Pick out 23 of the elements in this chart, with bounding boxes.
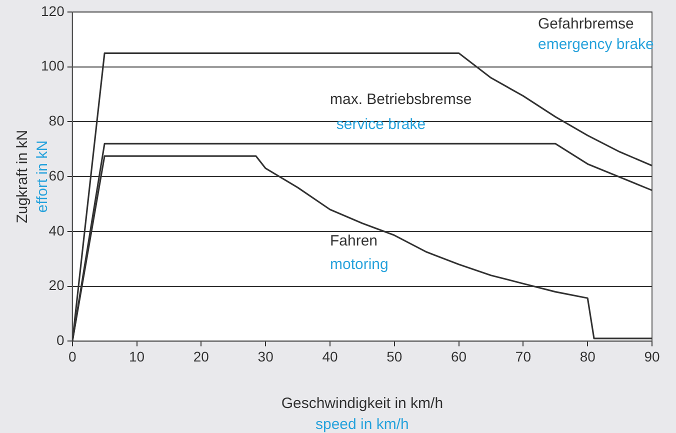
- x-tick-label: 10: [128, 348, 145, 364]
- y-tick-label: 80: [48, 112, 65, 129]
- x-tick-label: 40: [322, 348, 338, 364]
- y-tick-label: 0: [56, 332, 65, 348]
- annotation: Fahren: [330, 232, 378, 250]
- x-tick-label: 80: [580, 348, 596, 364]
- annotation: max. Betriebsbremse: [330, 91, 472, 108]
- x-tick-label: 70: [515, 348, 532, 364]
- x-tick-label: 60: [450, 348, 467, 364]
- y-tick-label: 20: [48, 277, 65, 294]
- y-tick-label: 40: [48, 222, 65, 238]
- y-tick-label: 60: [48, 167, 65, 184]
- x-tick-label: 30: [258, 348, 274, 364]
- x-axis-title: Geschwindigkeit in km/h speed in km/h: [281, 395, 444, 433]
- x-tick-label: 0: [68, 348, 76, 364]
- y-tick-label: 100: [41, 58, 65, 74]
- annotation: Gefahrbremse: [538, 15, 634, 32]
- annotation: motoring: [330, 256, 388, 273]
- x-tick-label: 90: [644, 348, 660, 364]
- x-tick-label: 20: [193, 348, 210, 364]
- y-tick-label: 120: [41, 2, 65, 19]
- y-axis-title: Zugkraft in kN effort in kN: [14, 130, 51, 224]
- x-tick-label: 50: [386, 348, 402, 364]
